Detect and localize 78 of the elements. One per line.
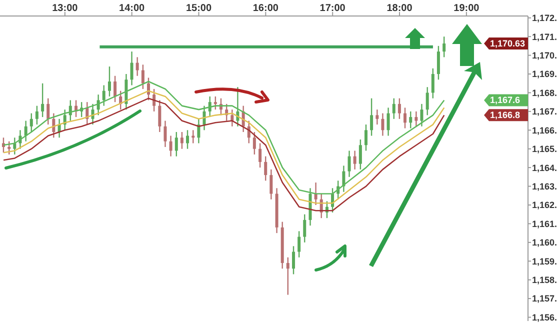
candlestick bbox=[35, 105, 38, 126]
candlestick bbox=[258, 142, 262, 168]
candlestick bbox=[392, 98, 396, 120]
candlestick bbox=[342, 165, 346, 192]
candlestick bbox=[8, 140, 11, 156]
y-tick-label: 1,163. bbox=[532, 181, 558, 192]
candlestick bbox=[24, 120, 28, 142]
candlestick bbox=[286, 256, 290, 296]
candlestick bbox=[358, 138, 362, 170]
y-tick-label: 1,167. bbox=[532, 106, 558, 117]
candlestick bbox=[136, 56, 139, 76]
candlestick bbox=[314, 182, 318, 206]
candlestick bbox=[2, 137, 5, 154]
candlestick bbox=[414, 110, 418, 127]
candlestick bbox=[431, 68, 434, 99]
candlestick bbox=[214, 96, 217, 110]
y-tick-label: 1,165. bbox=[532, 144, 558, 154]
candlestick bbox=[292, 246, 296, 275]
annotation: 1,170.63 bbox=[490, 38, 526, 49]
x-tick-label: 14:00 bbox=[119, 3, 146, 14]
y-tick-label: 1,159. bbox=[532, 256, 558, 266]
y-tick-label: 1,170. bbox=[532, 50, 558, 60]
candlestick bbox=[353, 150, 356, 170]
y-tick-label: 1,162. bbox=[532, 200, 558, 210]
candlestick bbox=[442, 36, 446, 58]
annotation: 1,167.6 bbox=[490, 95, 520, 106]
candlestick bbox=[202, 105, 206, 131]
x-tick-label: 17:00 bbox=[320, 3, 346, 14]
candlestick bbox=[41, 82, 44, 118]
candlestick bbox=[186, 130, 190, 150]
candlestick bbox=[102, 84, 106, 106]
candlestick bbox=[174, 131, 178, 157]
candlestick bbox=[381, 112, 384, 136]
y-tick-label: 1,166. bbox=[532, 125, 558, 136]
annotation: 1,166.8 bbox=[490, 110, 520, 120]
candlestick bbox=[141, 64, 144, 90]
candlestick bbox=[348, 150, 351, 178]
candlestick bbox=[30, 112, 33, 133]
candlestick bbox=[370, 98, 374, 136]
candlestick bbox=[386, 107, 390, 136]
candlestick bbox=[426, 86, 429, 116]
y-tick-label: 1,172. bbox=[532, 13, 558, 24]
candlestick bbox=[398, 98, 401, 120]
candlestick bbox=[180, 131, 184, 150]
x-tick-label: 13:00 bbox=[52, 3, 78, 14]
y-tick-label: 1,168. bbox=[532, 88, 558, 98]
x-tick-label: 19:00 bbox=[454, 3, 480, 14]
candlestick bbox=[298, 230, 301, 258]
x-tick-label: 15:00 bbox=[186, 3, 212, 14]
candlestick bbox=[303, 214, 306, 244]
y-tick-label: 1,156. bbox=[532, 312, 558, 322]
y-tick-label: 1,160. bbox=[532, 238, 558, 248]
x-tick-label: 18:00 bbox=[386, 3, 413, 14]
candlestick bbox=[409, 110, 412, 129]
candlestick bbox=[13, 137, 16, 156]
y-tick-label: 1,169. bbox=[532, 69, 558, 80]
candlestick bbox=[164, 120, 167, 148]
candlestick bbox=[376, 108, 379, 126]
candlestick bbox=[270, 168, 273, 200]
candlestick bbox=[436, 45, 440, 80]
candlestick bbox=[169, 135, 172, 157]
y-tick-label: 1,158. bbox=[532, 275, 558, 286]
candlestick bbox=[252, 131, 256, 156]
candlestick bbox=[114, 75, 117, 103]
candlestick bbox=[158, 100, 162, 133]
candlestick bbox=[420, 103, 424, 127]
y-tick-label: 1,164. bbox=[532, 162, 558, 173]
candlestick bbox=[230, 108, 234, 127]
candlestick bbox=[130, 50, 134, 86]
y-tick-label: 1,161. bbox=[532, 218, 558, 229]
candlestick bbox=[404, 107, 406, 129]
x-tick-label: 16:00 bbox=[252, 3, 279, 14]
y-tick-label: 1,157. bbox=[532, 294, 558, 304]
y-tick-label: 1,171. bbox=[532, 32, 558, 42]
candlestick bbox=[108, 66, 111, 98]
candlestick bbox=[46, 98, 50, 126]
candlestick bbox=[264, 156, 268, 182]
candlestick bbox=[364, 124, 368, 152]
